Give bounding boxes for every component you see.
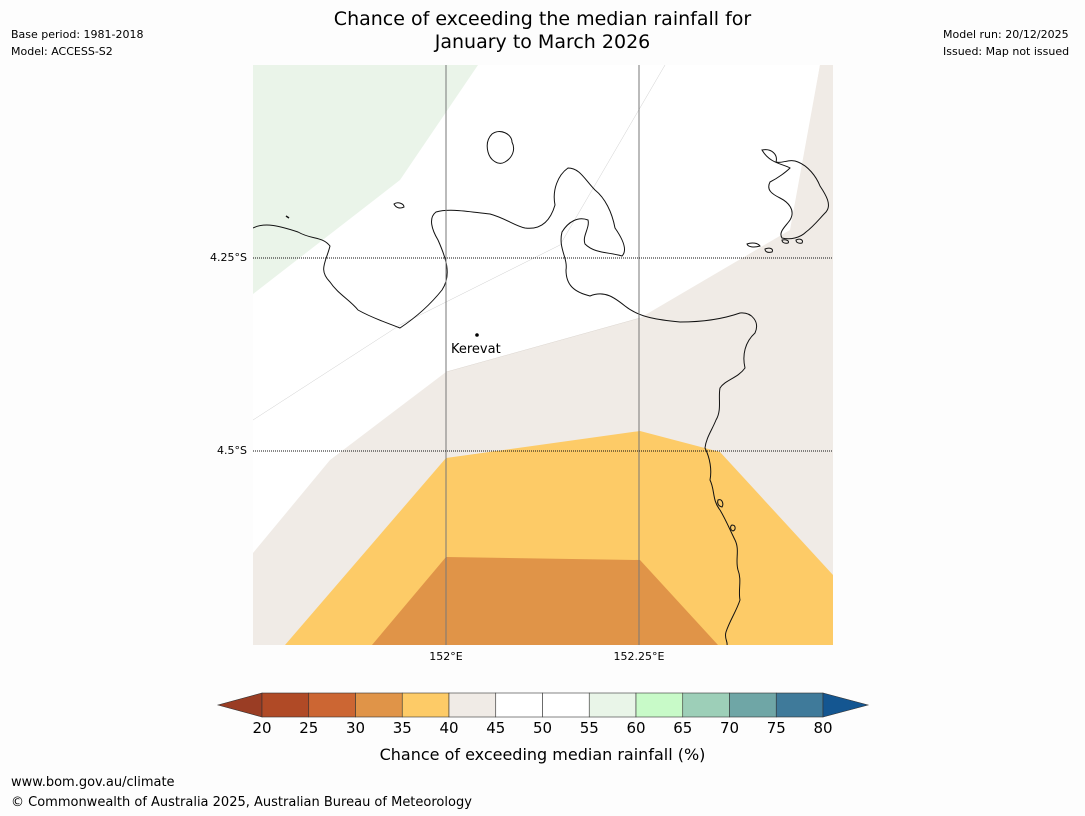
issued-status: Issued: Map not issued: [943, 45, 1070, 58]
islet-2: [285, 215, 290, 219]
colorbar-tick-label: 75: [766, 719, 786, 737]
colorbar-tick-label: 50: [532, 719, 553, 737]
contour-line-2: [445, 317, 641, 373]
islet-4: [764, 247, 773, 253]
colorbar-swatch: [729, 692, 777, 718]
colorbar-swatch: [401, 692, 450, 718]
islet-8: [730, 524, 736, 532]
meta-left: Base period: 1981-2018 Model: ACCESS-S2: [11, 26, 143, 60]
colorbar-swatch: [261, 692, 310, 718]
islet: [393, 202, 405, 209]
islet-5: [781, 239, 789, 244]
colorbar-under-arrow: [216, 692, 263, 718]
colorbar-tick-label: 40: [439, 719, 459, 737]
kerevat-marker: [475, 333, 479, 337]
colorbar-swatch: [355, 692, 403, 718]
islet-6: [795, 238, 803, 244]
model-name: Model: ACCESS-S2: [11, 45, 113, 58]
place-label-kerevat: Kerevat: [451, 342, 501, 357]
lon-label-152-25e: 152.25°E: [613, 650, 665, 663]
colorbar-tick-label: 20: [252, 719, 272, 737]
duke-of-york-islands: [761, 149, 829, 240]
region-30-35: [372, 557, 718, 645]
colorbar-tick-label: 60: [626, 719, 646, 737]
island-north: [486, 131, 515, 164]
colorbar-over-arrow: [822, 692, 870, 718]
colorbar-swatch: [775, 692, 824, 718]
colorbar-swatch: [682, 692, 730, 718]
colorbar-label: Chance of exceeding median rainfall (%): [379, 745, 706, 764]
contour-line: [253, 65, 666, 421]
colorbar-tick-label: 35: [392, 719, 412, 737]
islet-3: [746, 242, 761, 248]
map-area: [253, 65, 833, 645]
colorbar-swatch: [635, 692, 684, 718]
colorbar-tick-label: 30: [345, 719, 366, 737]
meta-right: Model run: 20/12/2025 Issued: Map not is…: [943, 26, 1069, 60]
colorbar-tick-label: 65: [673, 719, 693, 737]
map-title: Chance of exceeding the median rainfall …: [0, 8, 1085, 54]
lat-label-4-5s: 4.5°S: [217, 444, 247, 457]
base-period: Base period: 1981-2018: [11, 28, 144, 41]
islet-7: [717, 499, 724, 508]
lat-label-4-25s: 4.25°S: [210, 251, 247, 264]
colorbar-swatch: [588, 692, 637, 718]
model-run: Model run: 20/12/2025: [943, 28, 1069, 41]
colorbar-tick-label: 80: [813, 719, 833, 737]
footer-copyright: © Commonwealth of Australia 2025, Austra…: [11, 795, 472, 810]
colorbar-tick-label: 45: [486, 719, 506, 737]
coastline: [253, 167, 757, 645]
colorbar-tick-label: 55: [579, 719, 599, 737]
colorbar-swatch: [308, 692, 356, 718]
colorbar-swatch: [542, 692, 590, 718]
title-line-2: January to March 2026: [434, 31, 651, 53]
title-line-1: Chance of exceeding the median rainfall …: [333, 8, 752, 30]
colorbar-swatch: [448, 692, 497, 718]
footer-url[interactable]: www.bom.gov.au/climate: [11, 775, 175, 790]
colorbar-tick-label: 70: [719, 719, 740, 737]
colorbar-swatch: [495, 692, 543, 718]
colorbar-tick-label: 25: [299, 719, 319, 737]
lon-label-152e: 152°E: [429, 650, 463, 663]
